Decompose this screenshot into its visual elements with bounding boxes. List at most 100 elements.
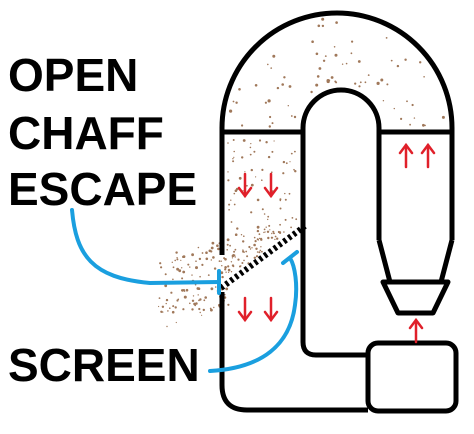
chaff-particle bbox=[164, 273, 167, 276]
chaff-particle bbox=[264, 231, 266, 233]
duct-outer-arch bbox=[219, 10, 455, 240]
chaff-particle bbox=[216, 244, 219, 247]
chaff-particle bbox=[263, 231, 265, 234]
chaff-particle bbox=[182, 308, 185, 311]
chaff-particle bbox=[358, 85, 361, 88]
chaff-particle bbox=[324, 55, 327, 57]
chaff-particle bbox=[234, 256, 236, 258]
chaff-particle bbox=[267, 236, 270, 240]
chaff-particle bbox=[172, 266, 175, 269]
chaff-particle bbox=[321, 24, 325, 28]
chaff-particle bbox=[226, 249, 228, 251]
chaff-particle bbox=[176, 257, 178, 259]
chaff-particle bbox=[198, 257, 202, 261]
pointer-lines bbox=[70, 208, 299, 373]
down-arrow-left-lower bbox=[263, 296, 279, 323]
chaff-particle bbox=[260, 246, 262, 248]
chaff-particle bbox=[159, 262, 162, 265]
chaff-particle bbox=[290, 152, 293, 155]
chaff-particle bbox=[310, 90, 313, 94]
chaff-particle bbox=[261, 208, 264, 211]
chaff-particle bbox=[199, 275, 201, 278]
chaff-escape-label-line-2: CHAFF bbox=[8, 107, 164, 159]
chaff-particle bbox=[233, 156, 235, 158]
chaff-particle bbox=[268, 224, 271, 227]
chaff-particle bbox=[367, 74, 370, 76]
chaff-particle bbox=[175, 321, 177, 324]
chaff-particle bbox=[167, 310, 169, 312]
chaff-particle bbox=[268, 125, 271, 128]
chaff-particle bbox=[172, 278, 174, 281]
chaff-particle bbox=[182, 255, 186, 258]
chaff-particle bbox=[201, 314, 203, 316]
chaff-particle bbox=[385, 37, 388, 39]
chaff-particle bbox=[238, 88, 241, 91]
chaff-particle bbox=[246, 184, 248, 187]
chaff-particle bbox=[249, 248, 252, 250]
chaff-particle bbox=[400, 117, 403, 120]
chaff-particle bbox=[196, 287, 200, 290]
chaff-particle bbox=[283, 231, 285, 233]
chaff-particle bbox=[250, 211, 253, 214]
chaff-particle bbox=[224, 258, 227, 261]
chaff-particle bbox=[165, 302, 167, 305]
chaff-particle bbox=[256, 229, 260, 233]
chaff-particle bbox=[279, 207, 282, 210]
chaff-particle bbox=[386, 83, 389, 86]
chaff-particle bbox=[259, 249, 262, 252]
chaff-particle bbox=[205, 251, 208, 254]
chaff-escape-label-line-1: OPEN bbox=[8, 49, 139, 101]
chaff-particle bbox=[380, 78, 384, 82]
chaff-particle bbox=[253, 150, 256, 153]
chaff-particle bbox=[230, 199, 232, 201]
chaff-particle bbox=[311, 40, 314, 43]
chaff-particle bbox=[250, 183, 254, 187]
chaff-particle bbox=[233, 203, 236, 206]
chaff-particle bbox=[228, 271, 230, 273]
chaff-particle bbox=[291, 217, 294, 219]
chaff-particle bbox=[251, 247, 253, 249]
chaff-particle bbox=[413, 117, 416, 119]
chaff-particle bbox=[211, 241, 215, 245]
chaff-particle bbox=[194, 304, 197, 307]
up-arrow-right-column bbox=[398, 142, 414, 169]
chaff-particle bbox=[243, 259, 245, 262]
chaff-particle bbox=[274, 238, 276, 241]
chaff-particle bbox=[227, 179, 230, 182]
chaff-particle bbox=[255, 176, 257, 178]
chaff-particle bbox=[199, 298, 202, 301]
chaff-particle bbox=[210, 259, 212, 261]
chaff-particle bbox=[183, 295, 187, 299]
chaff-particle bbox=[214, 286, 217, 288]
chaff-particle bbox=[257, 239, 260, 241]
chaff-particle bbox=[406, 100, 408, 103]
chaff-particle bbox=[242, 249, 244, 251]
chaff-particle bbox=[238, 176, 242, 180]
chaff-particle bbox=[189, 266, 191, 268]
chaff-particle bbox=[289, 161, 291, 163]
chaff-particle bbox=[212, 256, 215, 259]
chaff-particle bbox=[230, 271, 233, 273]
fan-hopper bbox=[380, 279, 451, 316]
chaff-particle bbox=[181, 267, 183, 269]
chaff-particle bbox=[253, 236, 256, 239]
chaff-particle bbox=[228, 203, 231, 206]
chaff-particle bbox=[411, 103, 414, 107]
chaff-particle bbox=[277, 230, 280, 234]
chaff-particle bbox=[170, 291, 173, 294]
chaff-particle bbox=[341, 63, 344, 65]
chaff-particle bbox=[224, 268, 227, 271]
chaff-particle bbox=[234, 233, 238, 236]
chaff-particle bbox=[330, 76, 334, 79]
chaff-particle bbox=[282, 160, 286, 164]
chaff-particle bbox=[213, 267, 217, 270]
chaff-particle bbox=[176, 258, 179, 261]
chaff-particle bbox=[229, 244, 232, 247]
chaff-particle bbox=[178, 269, 182, 273]
chaff-particle bbox=[264, 101, 267, 104]
chaff-particle bbox=[393, 107, 395, 110]
chaff-particle bbox=[227, 303, 230, 306]
chaff-particle bbox=[241, 124, 244, 127]
